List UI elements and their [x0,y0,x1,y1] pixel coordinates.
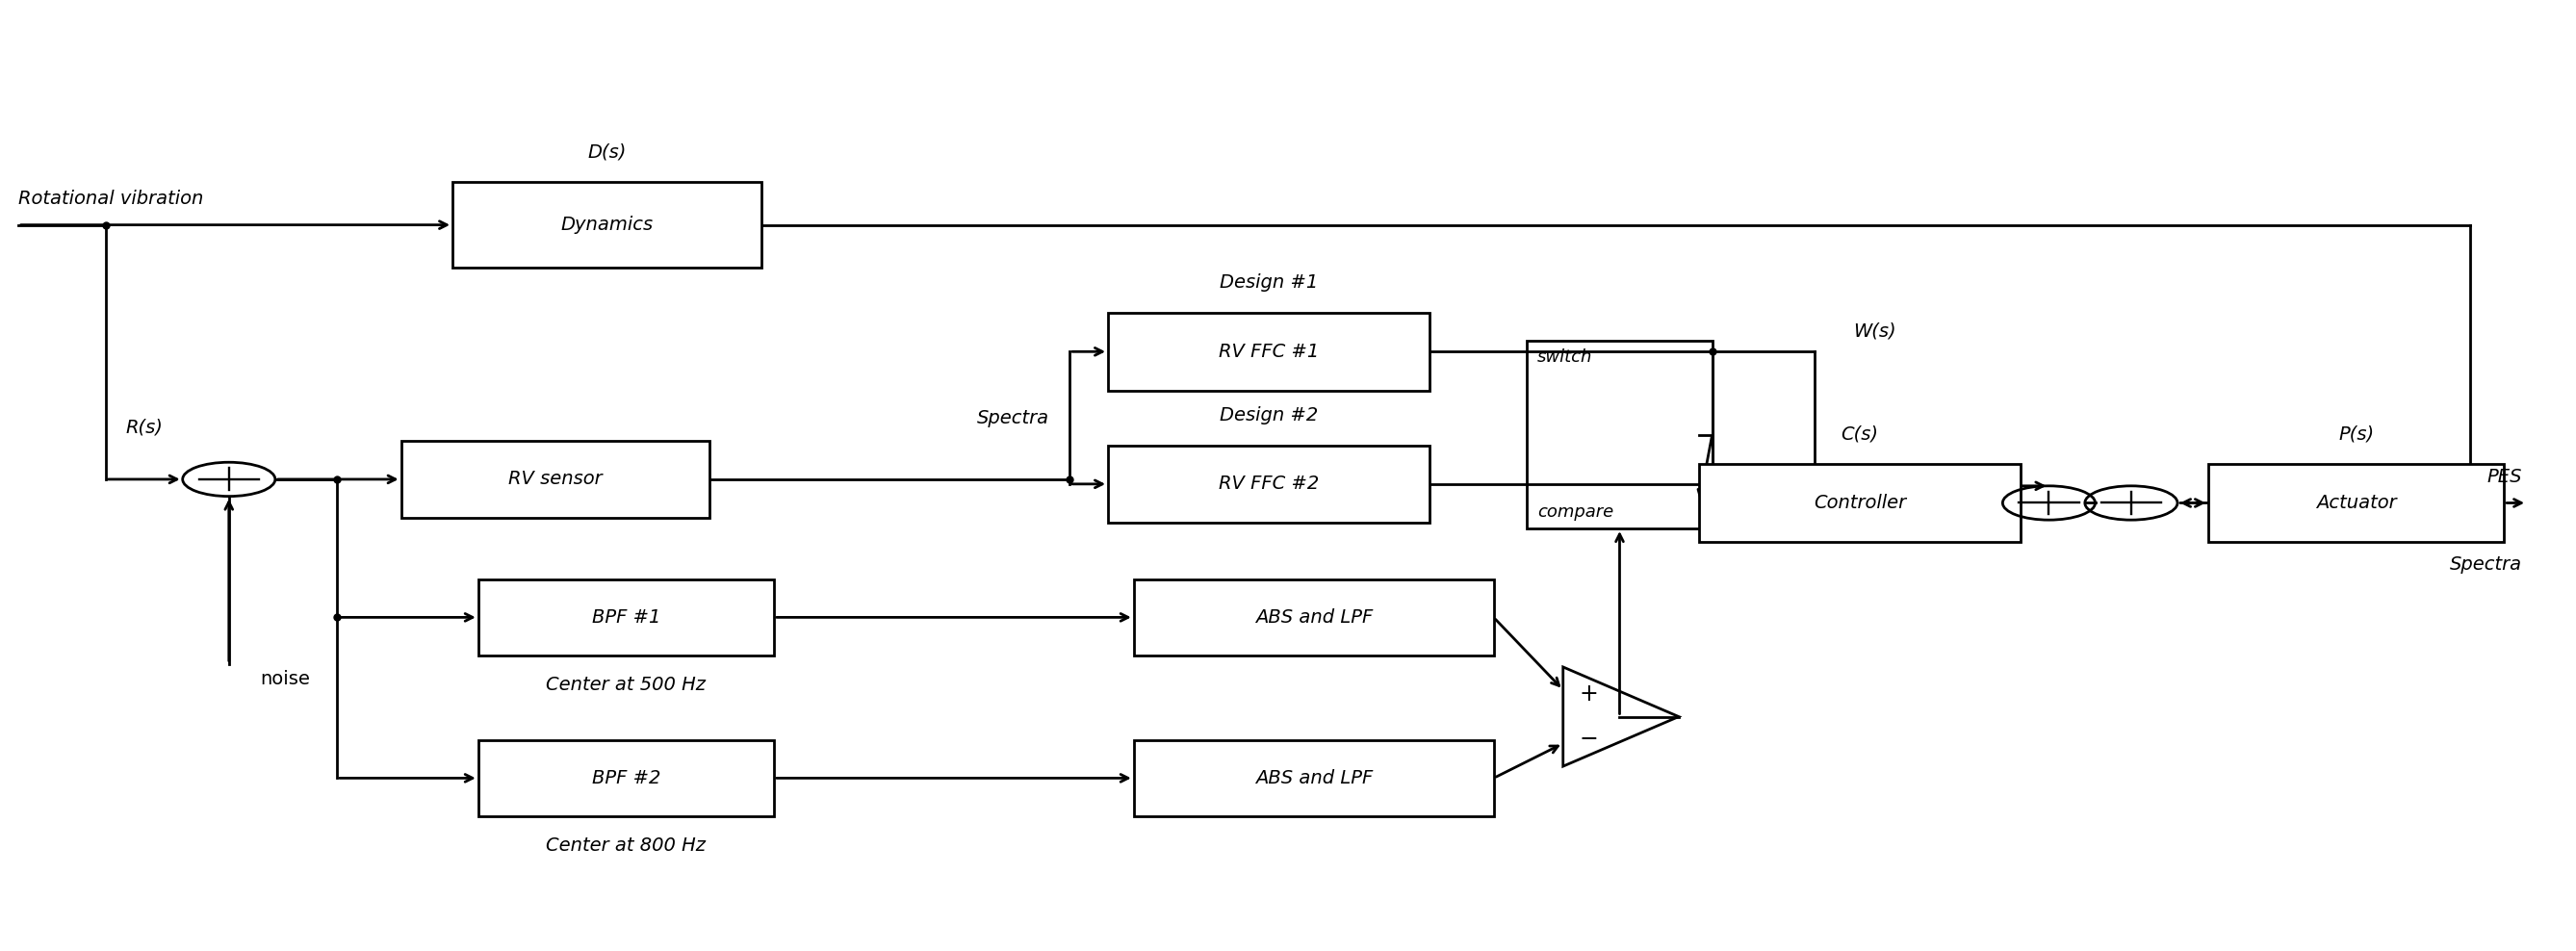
Text: D(s): D(s) [587,144,626,162]
Text: noise: noise [260,670,309,688]
Text: RV FFC #1: RV FFC #1 [1218,342,1319,360]
Text: Spectra: Spectra [976,409,1048,427]
FancyBboxPatch shape [1133,740,1494,816]
FancyBboxPatch shape [1133,579,1494,655]
Text: −: − [1579,728,1597,751]
Text: ABS and LPF: ABS and LPF [1255,769,1373,787]
Text: P(s): P(s) [2339,425,2375,443]
Text: RV sensor: RV sensor [507,470,603,489]
Text: RV FFC #2: RV FFC #2 [1218,475,1319,494]
Text: compare: compare [1538,504,1613,521]
Text: Actuator: Actuator [2316,494,2396,512]
FancyBboxPatch shape [2208,464,2504,542]
Text: Design #1: Design #1 [1218,274,1319,292]
Text: PES: PES [2486,468,2522,486]
Text: BPF #1: BPF #1 [592,609,659,627]
Text: Design #2: Design #2 [1218,406,1319,424]
Text: switch: switch [1538,349,1592,366]
Text: Center at 800 Hz: Center at 800 Hz [546,837,706,855]
Text: C(s): C(s) [1842,425,1878,443]
Text: Dynamics: Dynamics [562,216,654,234]
Text: R(s): R(s) [126,418,162,437]
Text: Rotational vibration: Rotational vibration [18,189,204,208]
Text: ABS and LPF: ABS and LPF [1255,609,1373,627]
FancyBboxPatch shape [479,579,773,655]
FancyBboxPatch shape [1108,313,1430,391]
FancyBboxPatch shape [453,183,760,267]
FancyBboxPatch shape [479,740,773,816]
Text: +: + [1579,682,1597,706]
FancyBboxPatch shape [402,440,708,518]
Text: Controller: Controller [1814,494,1906,512]
Text: Center at 500 Hz: Center at 500 Hz [546,676,706,694]
Text: W(s): W(s) [1855,321,1896,340]
FancyBboxPatch shape [1528,341,1713,529]
Text: Spectra: Spectra [2450,555,2522,573]
FancyBboxPatch shape [1108,445,1430,523]
Text: BPF #2: BPF #2 [592,769,659,787]
FancyBboxPatch shape [1700,464,2020,542]
